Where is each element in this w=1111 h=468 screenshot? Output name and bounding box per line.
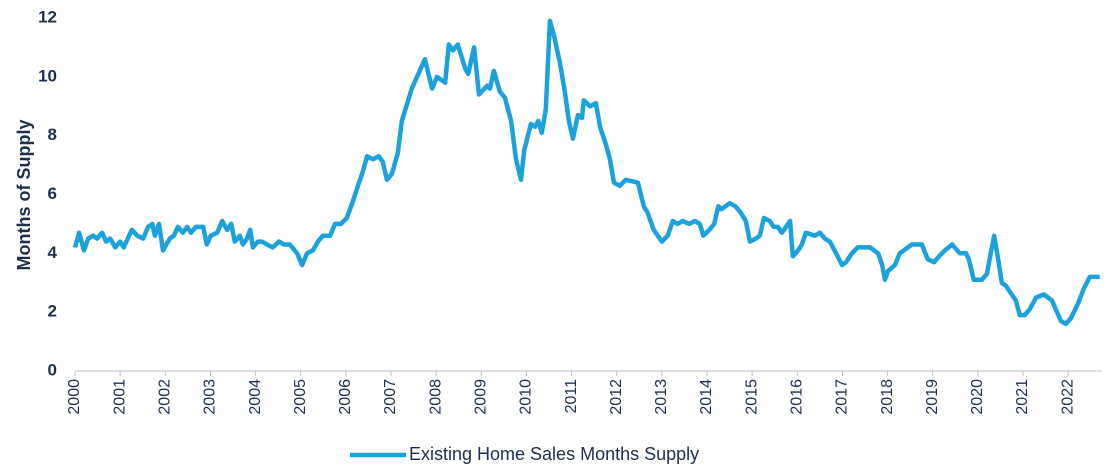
legend-label: Existing Home Sales Months Supply	[409, 444, 699, 464]
y-tick-label: 6	[48, 184, 57, 203]
x-tick-label: 2020	[969, 379, 986, 415]
y-tick-label: 0	[48, 360, 57, 379]
x-tick-label: 2004	[247, 379, 264, 415]
x-tick-label: 2002	[157, 379, 174, 415]
y-tick-label: 8	[48, 125, 57, 144]
x-tick-label: 2018	[879, 379, 896, 415]
x-tick-label: 2021	[1014, 379, 1031, 415]
x-tick-label: 2015	[743, 379, 760, 415]
x-tick-label: 2011	[563, 379, 580, 414]
y-tick-label: 4	[48, 243, 58, 262]
x-tick-label: 2008	[427, 379, 444, 415]
x-tick-label: 2001	[111, 379, 128, 415]
x-tick-label: 2003	[202, 379, 219, 415]
y-axis-label: Months of Supply	[14, 120, 34, 271]
x-tick-label: 2009	[473, 379, 490, 415]
x-tick-label: 2014	[698, 379, 715, 415]
x-tick-label: 2012	[608, 379, 625, 415]
x-tick-label: 2016	[789, 379, 806, 415]
x-tick-label: 2007	[382, 379, 399, 415]
x-tick-label: 2005	[292, 379, 309, 415]
x-tick-label: 2010	[518, 379, 535, 415]
x-tick-label: 2017	[834, 379, 851, 415]
x-tick-label: 2022	[1059, 379, 1076, 415]
y-tick-label: 10	[38, 66, 57, 85]
x-tick-label: 2006	[337, 379, 354, 415]
y-tick-label: 12	[38, 7, 57, 26]
data-line	[72, 18, 1100, 327]
x-tick-label: 2013	[653, 379, 670, 415]
x-tick-label: 2019	[924, 379, 941, 415]
x-tick-label: 2000	[66, 379, 83, 415]
y-tick-label: 2	[48, 302, 57, 321]
